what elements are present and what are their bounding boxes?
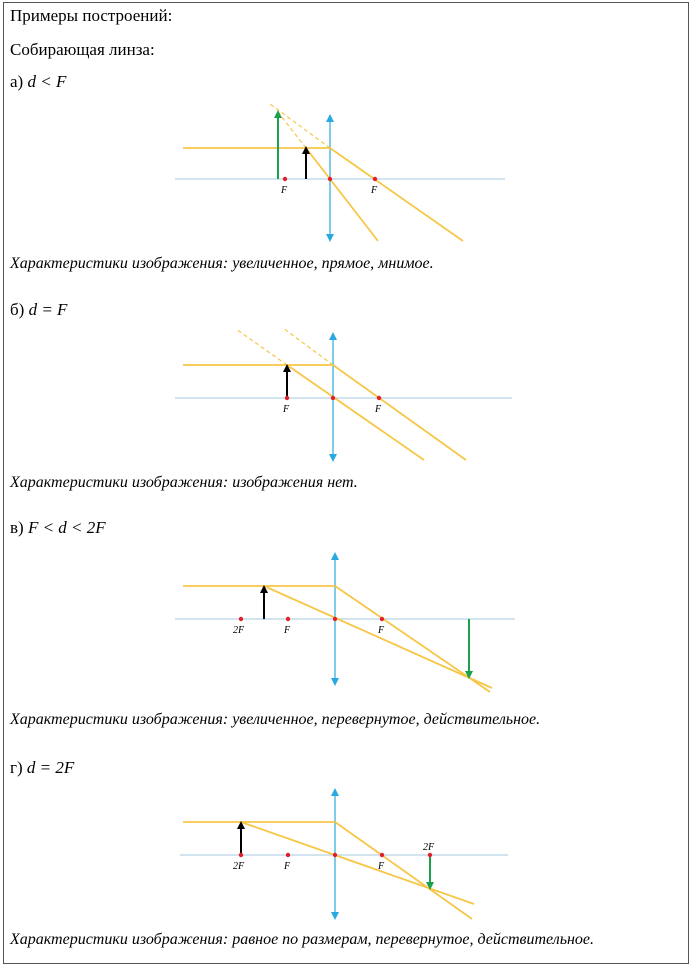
double-focus-label-left: 2F [233, 861, 245, 872]
double-focus-label-right: 2F [423, 842, 435, 853]
focus-point-right [379, 852, 385, 858]
lens-arrow-bottom [331, 912, 339, 920]
lens-center-point [330, 395, 336, 401]
lens-arrow-top [331, 552, 339, 560]
focus-point-left [284, 395, 290, 401]
lens-arrow-bottom [326, 234, 334, 242]
focus-label-right: F [374, 404, 382, 415]
lens-arrow-top [329, 332, 337, 340]
focus-point-right [379, 616, 385, 622]
image-arrow-head [274, 110, 282, 118]
lens-arrow-bottom [331, 678, 339, 686]
section-b-heading: б) d = F [10, 300, 67, 320]
lens-arrow-top [331, 788, 339, 796]
ray-through-center [286, 364, 425, 461]
focus-point-left [282, 176, 288, 182]
focus-label-left: F [280, 185, 288, 196]
section-c-heading: в) F < d < 2F [10, 518, 106, 538]
ray-extension-2 [235, 328, 288, 366]
section-b-caption: Характеристики изображения: изображения … [10, 474, 358, 491]
lens-center-point [332, 616, 338, 622]
section-b-label: б) [10, 300, 25, 319]
ray-refracted [332, 364, 467, 461]
diagram-d: 2F F F 2F [180, 788, 508, 920]
section-a-condition: d < F [27, 72, 67, 91]
focus-label-left: F [282, 404, 290, 415]
ray-extension-2 [277, 111, 307, 149]
double-focus-point-left [238, 852, 244, 858]
ray-refracted [334, 585, 491, 693]
ray-refracted [334, 821, 473, 920]
section-d-caption: Характеристики изображения: равное по ра… [10, 931, 595, 948]
ray-refracted [329, 147, 464, 242]
section-c-label: в) [10, 518, 24, 537]
focus-point-right [372, 176, 378, 182]
ray-through-center [240, 821, 475, 905]
object-arrow-head [260, 585, 268, 593]
section-c-condition: F < d < 2F [27, 518, 106, 537]
focus-label-right: F [377, 861, 385, 872]
page-title: Примеры построений: [10, 6, 173, 25]
focus-point-left [285, 616, 291, 622]
lens-center-point [327, 176, 333, 182]
ray-through-center [263, 585, 493, 689]
double-focus-point-left [238, 616, 244, 622]
section-a-heading: а) d < F [10, 72, 66, 92]
lens-type-heading: Собирающая линза: [10, 40, 155, 59]
diagram-b: F F [175, 327, 512, 462]
section-a-label: а) [10, 72, 24, 91]
image-arrow-head [465, 671, 473, 679]
section-d-label: г) [10, 758, 23, 777]
section-d-condition: d = 2F [26, 758, 75, 777]
focus-label-right: F [370, 185, 378, 196]
object-arrow-head [302, 146, 310, 154]
section-c-caption: Характеристики изображения: увеличенное,… [10, 711, 541, 728]
double-focus-label-left: 2F [233, 625, 245, 636]
ray-through-center [305, 147, 379, 242]
diagram-a: F F [175, 103, 505, 242]
object-arrow-head [237, 821, 245, 829]
lens-center-point [332, 852, 338, 858]
ray-extension-1 [282, 327, 334, 366]
ray-extension-1 [269, 103, 331, 149]
focus-label-left: F [283, 625, 291, 636]
page-frame [3, 2, 689, 964]
focus-point-left [285, 852, 291, 858]
diagram-c: 2F F F [175, 552, 515, 693]
section-b-condition: d = F [28, 300, 68, 319]
focus-point-right [376, 395, 382, 401]
section-a-caption: Характеристики изображения: увеличенное,… [10, 255, 434, 272]
focus-label-right: F [377, 625, 385, 636]
lens-arrow-bottom [329, 454, 337, 462]
double-focus-point-right [427, 852, 433, 858]
image-arrow-head [426, 882, 434, 890]
object-arrow-head [283, 364, 291, 372]
focus-label-left: F [283, 861, 291, 872]
lens-arrow-top [326, 114, 334, 122]
section-d-heading: г) d = 2F [10, 758, 74, 778]
